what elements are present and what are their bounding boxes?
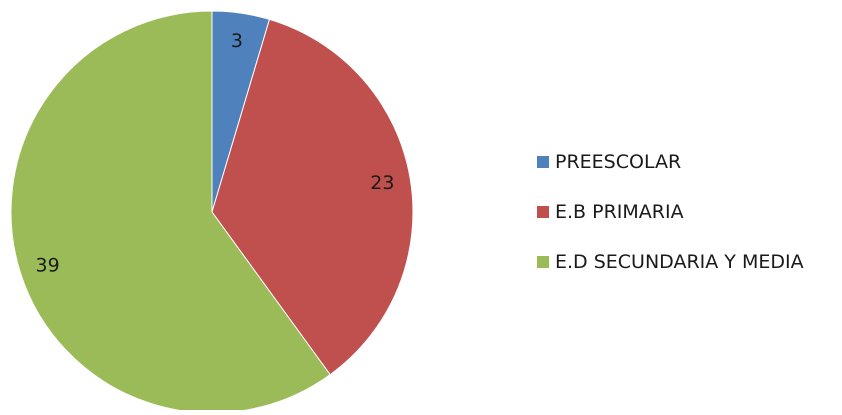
- data-label-preescolar: 3: [231, 30, 243, 52]
- legend-swatch-preescolar: [537, 156, 549, 168]
- legend-label-e-d-secundaria-y-media: E.D SECUNDARIA Y MEDIA: [555, 251, 804, 273]
- legend: PREESCOLAR E.B PRIMARIA E.D SECUNDARIA Y M…: [537, 151, 804, 273]
- pie-slices: [10, 10, 414, 414]
- pie-slice-e-b-primaria: [211, 18, 414, 376]
- legend-swatch-e-d-secundaria-y-media: [537, 256, 549, 268]
- legend-label-e-b-primaria: E.B PRIMARIA: [555, 201, 684, 223]
- data-label-e-d-secundaria-y-media: 39: [36, 254, 60, 276]
- legend-label-preescolar: PREESCOLAR: [555, 151, 681, 173]
- legend-swatch-e-b-primaria: [537, 206, 549, 218]
- data-label-e-b-primaria: 23: [370, 172, 394, 194]
- pie-data-labels: 3 23 39: [36, 30, 395, 276]
